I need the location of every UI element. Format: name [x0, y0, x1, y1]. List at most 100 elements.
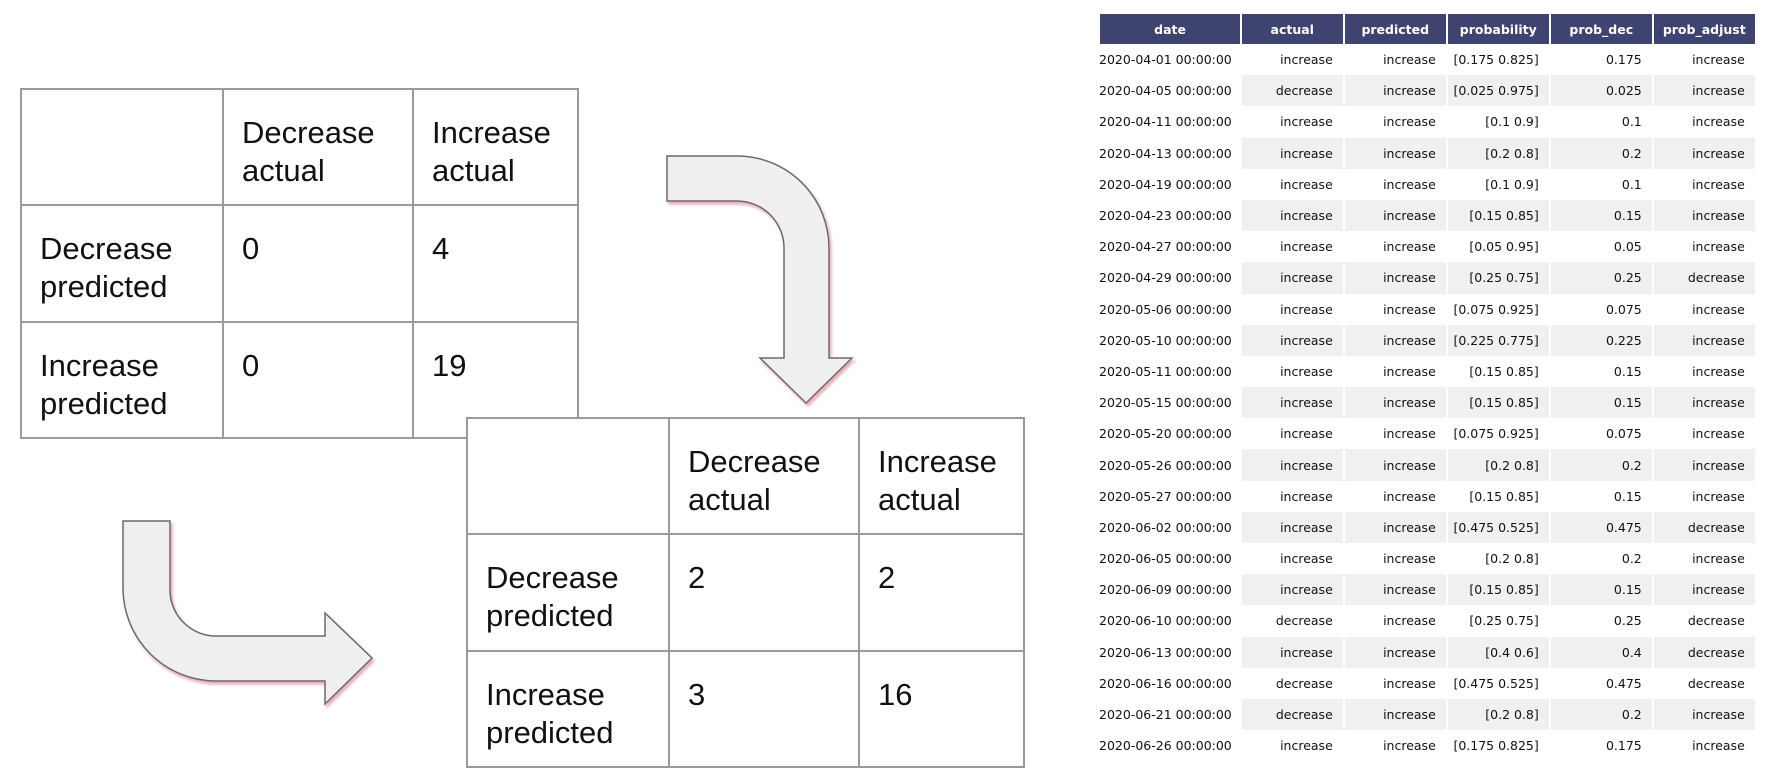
- cell-predicted: increase: [1342, 293, 1447, 325]
- cell-date: 2020-05-10 00:00:00: [1097, 324, 1241, 356]
- cell-date: 2020-04-29 00:00:00: [1097, 262, 1241, 294]
- table-row: 2020-04-29 00:00:00 increase increase [0.25…: [1097, 262, 1755, 294]
- table-row: 2020-04-11 00:00:00 increase increase [0.1 …: [1097, 106, 1755, 138]
- cell-prob-dec: 0.2: [1548, 698, 1653, 731]
- cell-prob-dec: 0.175: [1548, 730, 1653, 762]
- cell-actual: increase: [1239, 44, 1344, 76]
- cell-actual: increase: [1239, 262, 1344, 294]
- cell-probability: [0.175 0.825]: [1445, 730, 1550, 762]
- col-header-increase-actual: Increase actual: [858, 416, 1025, 536]
- cell-probability: [0.1 0.9]: [1445, 106, 1550, 138]
- table-row: 2020-05-10 00:00:00 increase increase [0.22…: [1097, 324, 1755, 356]
- cell-actual: increase: [1239, 418, 1344, 450]
- cell-actual: increase: [1239, 636, 1344, 668]
- cell-prob-adjust: increase: [1651, 543, 1755, 575]
- cell-prob-adjust: increase: [1651, 293, 1755, 325]
- cell-prob-dec: 0.1: [1548, 168, 1653, 200]
- matrix-cell: 0: [222, 320, 414, 440]
- cell-date: 2020-04-11 00:00:00: [1097, 106, 1241, 138]
- cell-predicted: increase: [1342, 387, 1447, 419]
- table-row: 2020-05-11 00:00:00 increase increase [0.15…: [1097, 355, 1755, 388]
- table-row: 2020-04-01 00:00:00 increase increase [0.17…: [1097, 44, 1755, 76]
- cell-actual: increase: [1239, 324, 1344, 356]
- cell-actual: decrease: [1239, 75, 1344, 107]
- cell-date: 2020-06-05 00:00:00: [1097, 543, 1241, 575]
- cell-predicted: increase: [1342, 75, 1447, 107]
- cell-prob-adjust: decrease: [1651, 511, 1755, 543]
- cell-prob-adjust: increase: [1651, 730, 1755, 762]
- cell-prob-dec: 0.25: [1548, 605, 1653, 637]
- cell-prob-dec: 0.075: [1548, 418, 1653, 450]
- cell-prob-adjust: increase: [1651, 449, 1755, 481]
- cell-prob-dec: 0.15: [1548, 355, 1653, 388]
- cell-actual: increase: [1239, 293, 1344, 325]
- cell-predicted: increase: [1342, 231, 1447, 263]
- cell-date: 2020-06-13 00:00:00: [1097, 636, 1241, 668]
- table-row: 2020-05-15 00:00:00 increase increase [0.15…: [1097, 387, 1755, 419]
- cell-predicted: increase: [1342, 324, 1447, 356]
- cell-probability: [0.075 0.925]: [1445, 418, 1550, 450]
- cell-predicted: increase: [1342, 418, 1447, 450]
- cell-prob-adjust: increase: [1651, 480, 1755, 512]
- cell-prob-adjust: increase: [1651, 698, 1755, 731]
- confusion-matrix-before: Decrease actual Increase actual Decrease…: [20, 87, 579, 440]
- predictions-table: date actual predicted probability prob_d…: [1097, 14, 1755, 762]
- cell-actual: increase: [1239, 574, 1344, 606]
- table-row: 2020-06-02 00:00:00 increase increase [0.47…: [1097, 511, 1755, 543]
- cell-prob-dec: 0.05: [1548, 231, 1653, 263]
- cell-date: 2020-04-19 00:00:00: [1097, 168, 1241, 200]
- cell-prob-dec: 0.15: [1548, 387, 1653, 419]
- cell-actual: increase: [1239, 137, 1344, 169]
- cell-predicted: increase: [1342, 480, 1447, 512]
- cell-actual: increase: [1239, 449, 1344, 481]
- cell-predicted: increase: [1342, 199, 1447, 232]
- matrix-cell: 2: [858, 533, 1025, 652]
- cell-prob-adjust: increase: [1651, 574, 1755, 606]
- cell-prob-adjust: increase: [1651, 387, 1755, 419]
- cell-predicted: increase: [1342, 137, 1447, 169]
- cell-prob-adjust: decrease: [1651, 262, 1755, 294]
- cell-prob-adjust: increase: [1651, 137, 1755, 169]
- table-row: 2020-06-26 00:00:00 increase increase [0.17…: [1097, 730, 1755, 762]
- col-header-increase-actual: Increase actual: [412, 87, 579, 207]
- table-row: 2020-04-13 00:00:00 increase increase [0.2 …: [1097, 137, 1755, 169]
- cell-prob-dec: 0.2: [1548, 137, 1653, 169]
- table-row: 2020-06-09 00:00:00 increase increase [0.15…: [1097, 574, 1755, 606]
- cell-prob-adjust: increase: [1651, 168, 1755, 200]
- cell-prob-dec: 0.225: [1548, 324, 1653, 356]
- cell-prob-dec: 0.15: [1548, 199, 1653, 232]
- cell-probability: [0.25 0.75]: [1445, 605, 1550, 637]
- cell-predicted: increase: [1342, 605, 1447, 637]
- cell-probability: [0.05 0.95]: [1445, 231, 1550, 263]
- column-header-predicted: predicted: [1342, 14, 1447, 44]
- cell-probability: [0.175 0.825]: [1445, 44, 1550, 76]
- cell-probability: [0.2 0.8]: [1445, 137, 1550, 169]
- matrix-cell: 4: [412, 204, 579, 323]
- table-row: 2020-05-06 00:00:00 increase increase [0.07…: [1097, 293, 1755, 325]
- cell-predicted: increase: [1342, 511, 1447, 543]
- cell-prob-dec: 0.25: [1548, 262, 1653, 294]
- matrix-cell: 3: [668, 649, 860, 769]
- cell-date: 2020-04-23 00:00:00: [1097, 199, 1241, 232]
- cell-prob-dec: 0.475: [1548, 667, 1653, 699]
- curved-arrow-down-icon: [666, 155, 854, 405]
- table-row: 2020-06-13 00:00:00 increase increase [0.4 …: [1097, 636, 1755, 668]
- table-row: 2020-04-27 00:00:00 increase increase [0.05…: [1097, 231, 1755, 263]
- cell-prob-dec: 0.1: [1548, 106, 1653, 138]
- cell-predicted: increase: [1342, 543, 1447, 575]
- cell-probability: [0.025 0.975]: [1445, 75, 1550, 107]
- cell-actual: decrease: [1239, 698, 1344, 731]
- cell-prob-adjust: decrease: [1651, 667, 1755, 699]
- cell-date: 2020-06-10 00:00:00: [1097, 605, 1241, 637]
- cell-prob-adjust: increase: [1651, 324, 1755, 356]
- cell-date: 2020-05-20 00:00:00: [1097, 418, 1241, 450]
- table-row: 2020-06-10 00:00:00 decrease increase [0.25…: [1097, 605, 1755, 637]
- cell-predicted: increase: [1342, 44, 1447, 76]
- cell-predicted: increase: [1342, 355, 1447, 388]
- cell-actual: decrease: [1239, 605, 1344, 637]
- table-row: 2020-04-19 00:00:00 increase increase [0.1 …: [1097, 168, 1755, 200]
- cell-prob-dec: 0.2: [1548, 543, 1653, 575]
- table-row: 2020-06-16 00:00:00 decrease increase [0.47…: [1097, 667, 1755, 699]
- cell-prob-adjust: decrease: [1651, 636, 1755, 668]
- confusion-matrix-after: Decrease actual Increase actual Decrease…: [466, 416, 1025, 769]
